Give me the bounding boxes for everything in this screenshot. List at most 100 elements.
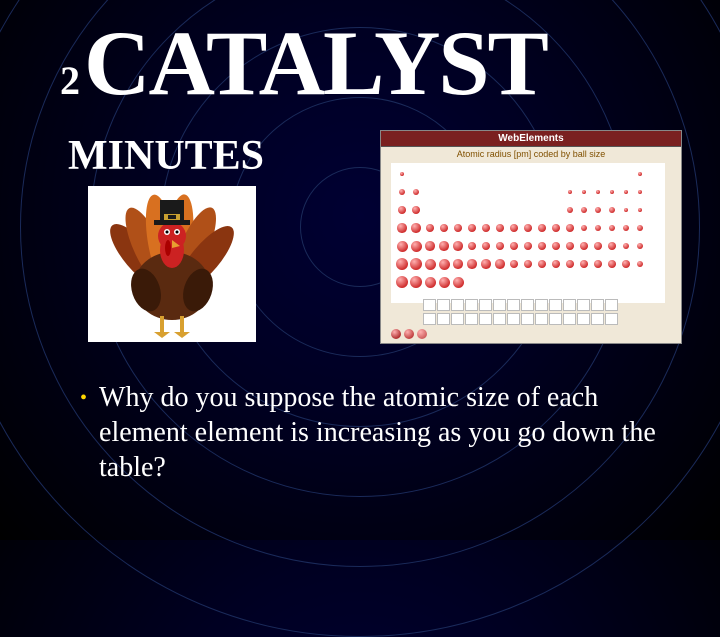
ptable-cell xyxy=(465,221,479,235)
ptable-cell xyxy=(591,257,605,271)
legend-ball xyxy=(417,329,427,339)
ptable-cell xyxy=(493,221,507,235)
ptable-cell xyxy=(451,257,465,271)
ptable-cell xyxy=(395,203,409,217)
bullet-area: • Why do you suppose the atomic size of … xyxy=(80,380,670,485)
ptable-cell xyxy=(619,257,633,271)
periodic-table-panel: WebElements Atomic radius [pm] coded by … xyxy=(380,130,682,344)
ptable-cell xyxy=(395,275,409,289)
ptable-cell xyxy=(619,185,633,199)
ptable-cell xyxy=(437,257,451,271)
ptable-fcell xyxy=(535,299,548,311)
ptable-cell xyxy=(451,239,465,253)
ptable-cell xyxy=(507,221,521,235)
ptable-fcell xyxy=(591,299,604,311)
ptable-cell xyxy=(605,239,619,253)
ptable-fcell xyxy=(493,299,506,311)
ptable-caption: Atomic radius [pm] coded by ball size xyxy=(381,147,681,163)
ptable-cell xyxy=(493,239,507,253)
legend-ball xyxy=(404,329,414,339)
ptable-cell xyxy=(437,275,451,289)
ptable-cell xyxy=(395,257,409,271)
ptable-cell xyxy=(619,239,633,253)
ptable-cell xyxy=(423,275,437,289)
ptable-cell xyxy=(591,203,605,217)
slide-subtitle: MINUTES xyxy=(68,132,264,180)
ptable-cell xyxy=(479,257,493,271)
ptable-cell xyxy=(563,221,577,235)
ptable-cell xyxy=(549,239,563,253)
ptable-cell xyxy=(535,221,549,235)
ptable-cell xyxy=(423,257,437,271)
ptable-fcell xyxy=(465,299,478,311)
ptable-fcell xyxy=(507,313,520,325)
ptable-cell xyxy=(605,185,619,199)
ptable-cell xyxy=(521,221,535,235)
ptable-cell xyxy=(619,221,633,235)
ptable-cell xyxy=(521,257,535,271)
ptable-cell xyxy=(549,257,563,271)
ptable-cell xyxy=(409,275,423,289)
ptable-fcell xyxy=(507,299,520,311)
ptable-cell xyxy=(591,239,605,253)
ptable-cell xyxy=(395,239,409,253)
ptable-cell xyxy=(577,203,591,217)
ptable-cell xyxy=(633,239,647,253)
ptable-cell xyxy=(507,239,521,253)
ptable-grid xyxy=(391,163,665,303)
ptable-cell xyxy=(409,239,423,253)
ptable-fcell xyxy=(423,313,436,325)
ptable-cell xyxy=(633,185,647,199)
ptable-legend xyxy=(391,329,427,339)
ptable-fcell xyxy=(521,313,534,325)
ptable-fcell xyxy=(437,313,450,325)
ptable-fcell xyxy=(549,313,562,325)
ptable-cell xyxy=(493,257,507,271)
ptable-fcell xyxy=(437,299,450,311)
bullet-item: • Why do you suppose the atomic size of … xyxy=(80,380,670,485)
ptable-cell xyxy=(633,221,647,235)
ptable-fcell xyxy=(479,299,492,311)
ptable-cell xyxy=(633,203,647,217)
ptable-fcell xyxy=(451,299,464,311)
ptable-fcell xyxy=(577,299,590,311)
turkey-image xyxy=(88,186,256,342)
ptable-cell xyxy=(521,239,535,253)
ptable-fcell xyxy=(535,313,548,325)
ptable-cell xyxy=(465,257,479,271)
ptable-cell xyxy=(577,239,591,253)
ptable-cell xyxy=(409,203,423,217)
ptable-fcell xyxy=(493,313,506,325)
ptable-cell xyxy=(451,275,465,289)
ptable-cell xyxy=(563,185,577,199)
ptable-cell xyxy=(479,239,493,253)
ptable-cell xyxy=(423,221,437,235)
ptable-fcell xyxy=(423,299,436,311)
countdown-number: 2 xyxy=(60,57,80,104)
ptable-fcell xyxy=(479,313,492,325)
ptable-cell xyxy=(577,221,591,235)
ptable-cell xyxy=(563,203,577,217)
ptable-cell xyxy=(395,221,409,235)
ptable-cell xyxy=(451,221,465,235)
ptable-cell xyxy=(437,221,451,235)
ptable-fcell xyxy=(577,313,590,325)
ptable-cell xyxy=(437,239,451,253)
ptable-cell xyxy=(395,185,409,199)
ptable-fcell xyxy=(605,299,618,311)
ptable-cell xyxy=(563,239,577,253)
title-row: 2 CATALYST xyxy=(60,20,547,107)
ptable-cell xyxy=(409,185,423,199)
ptable-cell xyxy=(535,239,549,253)
ptable-cell xyxy=(465,239,479,253)
ptable-cell xyxy=(409,221,423,235)
ptable-header: WebElements xyxy=(381,131,681,147)
slide-title: CATALYST xyxy=(84,20,547,107)
ptable-cell xyxy=(395,167,409,181)
bullet-dot-icon: • xyxy=(80,380,87,485)
ptable-cell xyxy=(563,257,577,271)
ptable-fcell xyxy=(465,313,478,325)
ptable-cell xyxy=(605,203,619,217)
ptable-cell xyxy=(479,221,493,235)
ptable-cell xyxy=(633,257,647,271)
